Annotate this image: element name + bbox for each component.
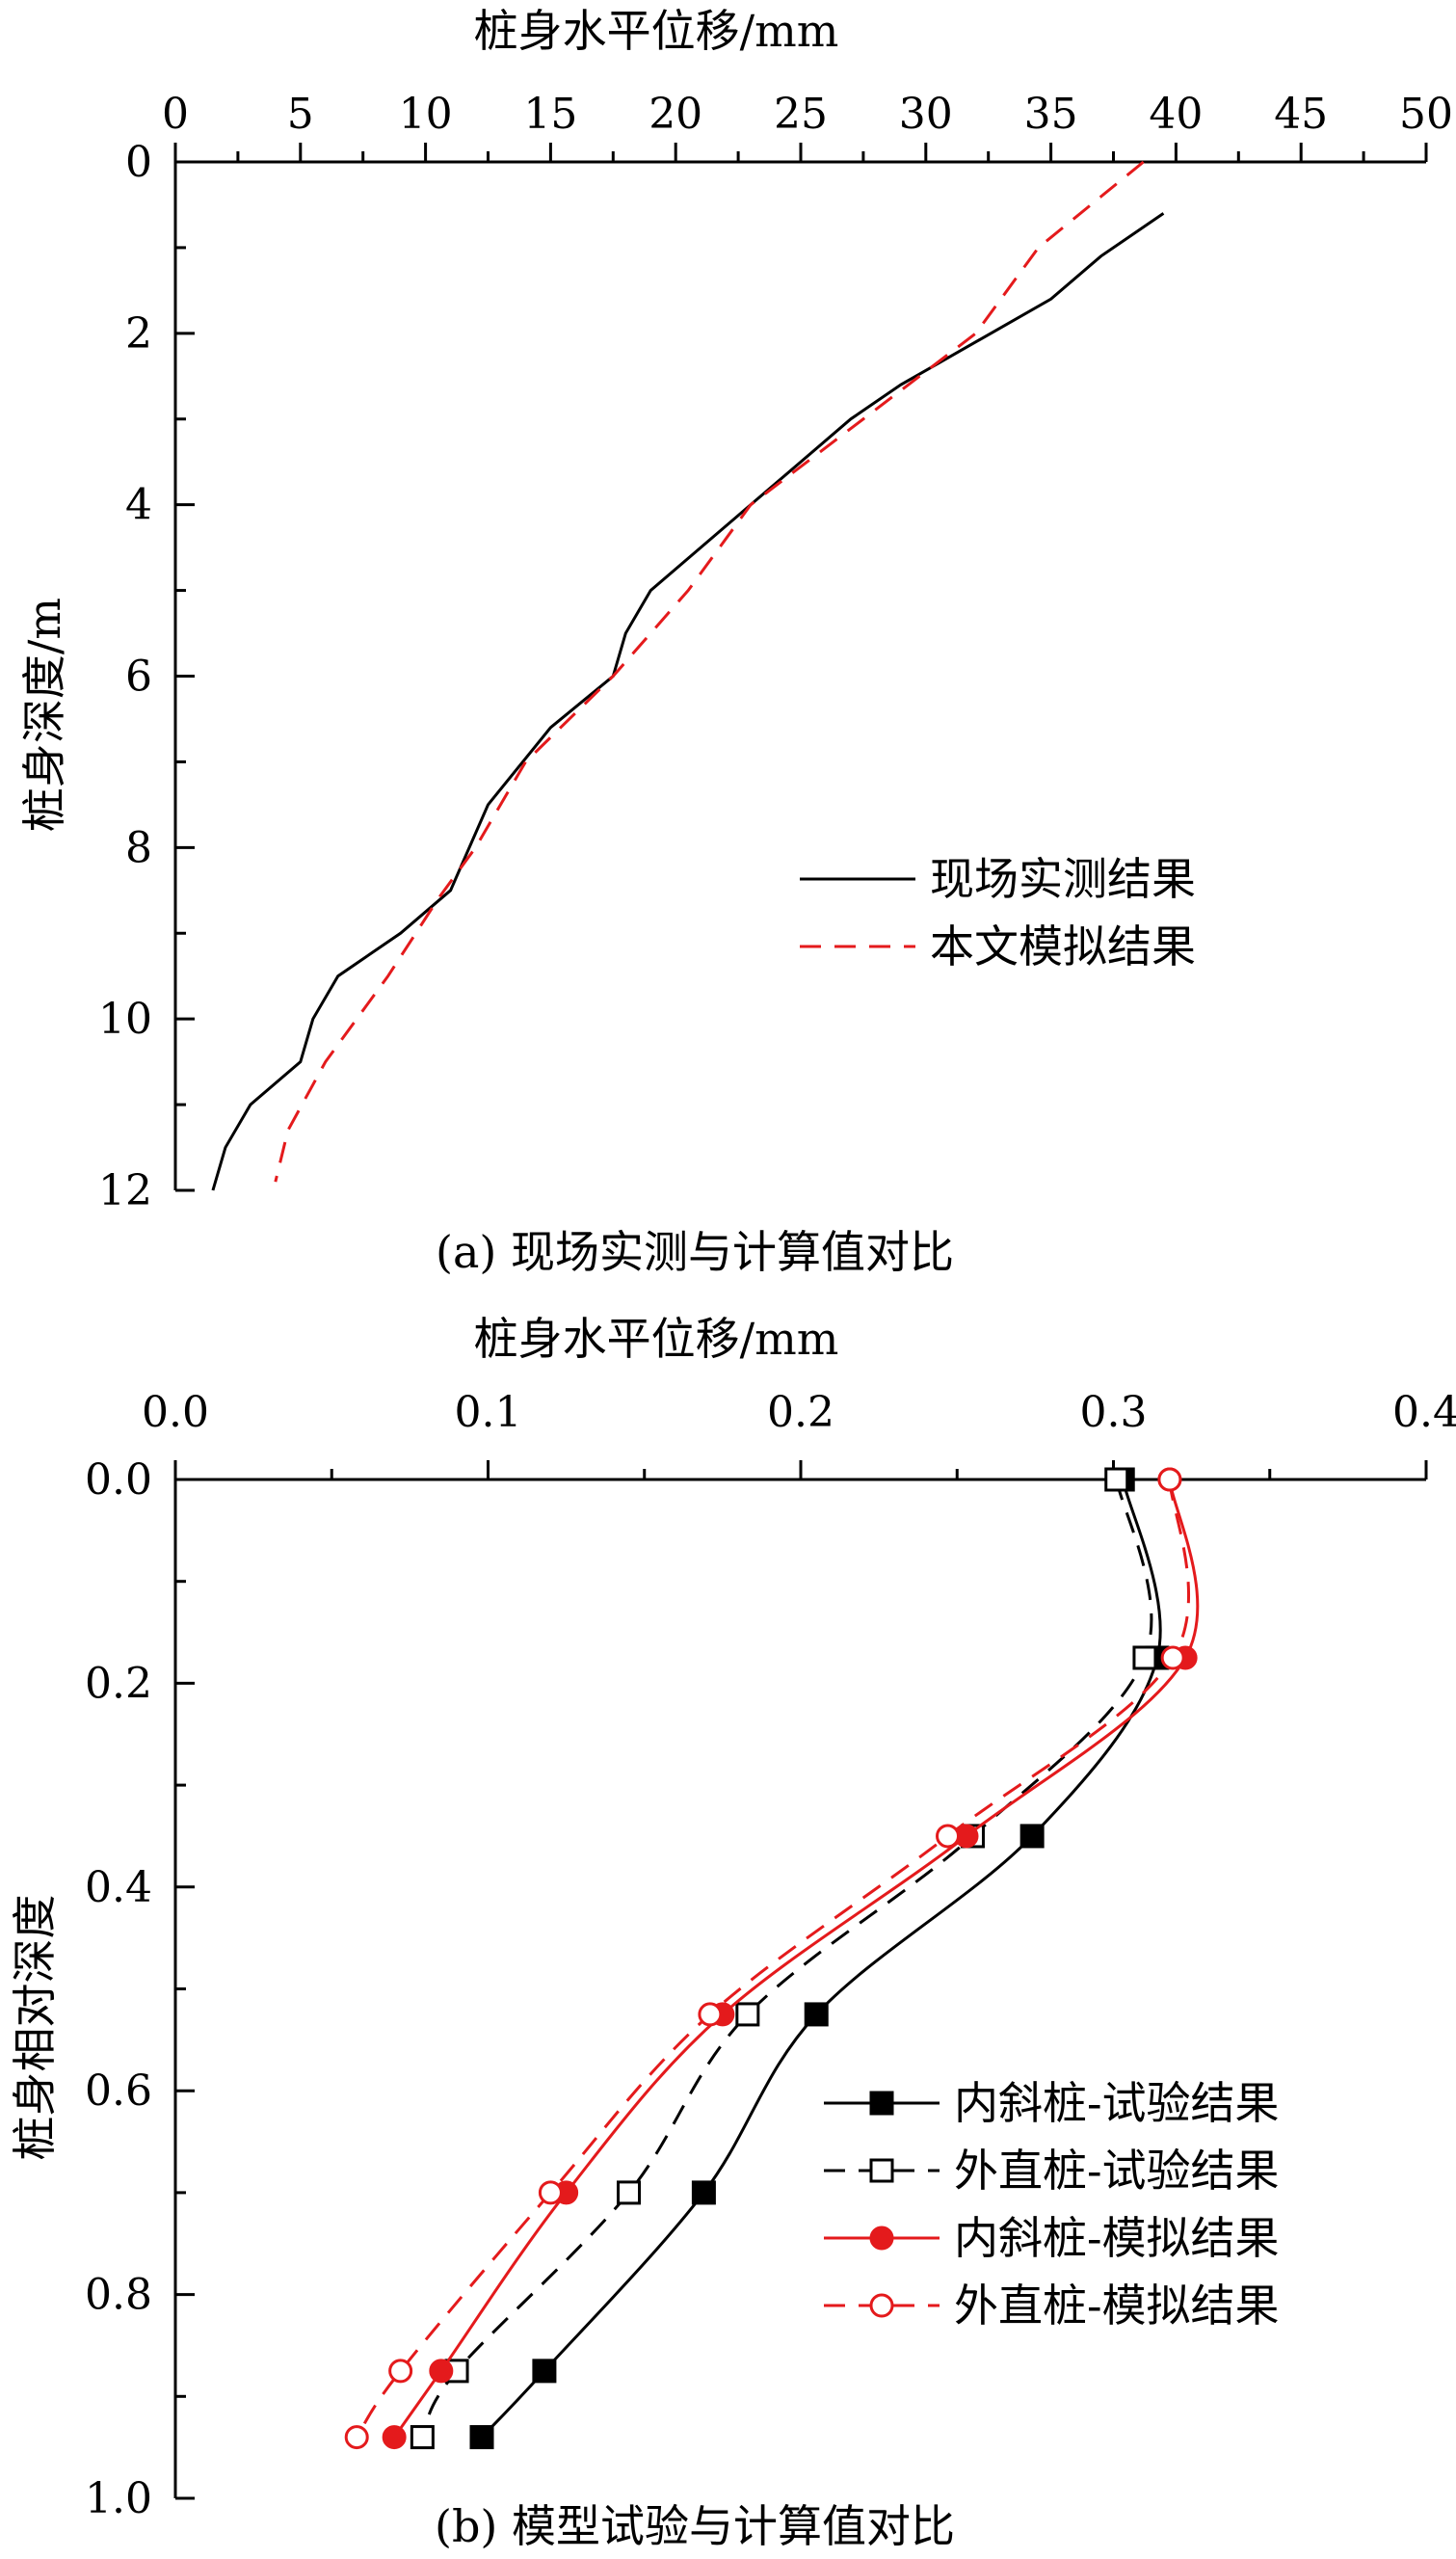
y-tick-label: 0: [125, 138, 152, 187]
legend-marker: [869, 2158, 894, 2183]
legend-marker: [869, 2091, 894, 2116]
y-axis-title: 桩身深度/m: [18, 598, 70, 832]
y-tick-label: 2: [125, 309, 152, 359]
data-point: [691, 2180, 716, 2205]
y-tick-label: 10: [98, 995, 152, 1044]
legend-marker: [869, 2293, 894, 2318]
data-point: [698, 2002, 723, 2027]
y-tick-label: 0.0: [85, 1455, 152, 1505]
data-point: [804, 2002, 829, 2027]
x-tick-label: 35: [1024, 90, 1078, 139]
chart-panel-2: 0.0 0.1 0.2 0.3 0.4 0.0 0.2 0.4 0.6 0.8 1.0 桩身水平位移/…: [9, 1313, 1456, 2552]
data-point: [1157, 1467, 1182, 1492]
x-axis-title: 桩身水平位移/mm: [474, 5, 839, 57]
y-tick-label: 8: [125, 823, 152, 872]
x-tick-label: 50: [1399, 90, 1453, 139]
x-tick-label: 40: [1149, 90, 1203, 139]
panel-caption: (b) 模型试验与计算值对比: [435, 2500, 955, 2552]
data-point: [617, 2180, 642, 2205]
y-tick-label: 1.0: [85, 2474, 152, 2523]
x-tick-label: 0.4: [1392, 1388, 1456, 1437]
data-point: [1160, 1645, 1185, 1670]
legend-marker: [869, 2226, 894, 2251]
data-point: [429, 2359, 454, 2384]
data-point: [1104, 1467, 1129, 1492]
data-point: [388, 2359, 413, 2384]
x-tick-label: 10: [399, 90, 453, 139]
legend-label: 外直桩-模拟结果: [954, 2279, 1280, 2332]
y-tick-label: 0.4: [85, 1863, 152, 1912]
data-point: [469, 2425, 494, 2450]
chart-panel-1: 0 5 10 15 20 25 30 35 40 45 50 0 2 4 6 8 10 12 桩身水平位移/mm 桩身…: [18, 5, 1453, 1278]
series-line: [211, 212, 1165, 1191]
series-1: [211, 212, 1165, 1191]
data-point: [936, 1824, 961, 1849]
y-tick-label: 0.6: [85, 2066, 152, 2116]
y-tick-label: 4: [125, 481, 152, 530]
data-point: [532, 2359, 557, 2384]
series-line: [274, 160, 1145, 1183]
data-point: [1132, 1645, 1157, 1670]
panel-caption: (a) 现场实测与计算值对比: [436, 1226, 954, 1278]
data-point: [410, 2425, 435, 2450]
data-point: [735, 2002, 760, 2027]
series-2: [274, 160, 1145, 1183]
legend-label: 内斜桩-试验结果: [954, 2077, 1280, 2129]
x-tick-label: 15: [523, 90, 577, 139]
x-tick-label: 5: [287, 90, 314, 139]
legend-label: 外直桩-试验结果: [954, 2145, 1280, 2197]
data-point: [538, 2180, 563, 2205]
x-axis-title: 桩身水平位移/mm: [474, 1313, 839, 1365]
y-tick-label: 0.8: [85, 2271, 152, 2320]
y-tick-label: 0.2: [85, 1659, 152, 1708]
x-tick-label: 0.2: [767, 1388, 834, 1437]
y-tick-label: 12: [98, 1166, 152, 1215]
legend-label: 内斜桩-模拟结果: [954, 2212, 1280, 2264]
x-tick-label: 30: [899, 90, 953, 139]
legend-label: 本文模拟结果: [930, 920, 1196, 973]
x-tick-label: 20: [649, 90, 702, 139]
x-tick-label: 0.3: [1080, 1388, 1148, 1437]
x-tick-label: 25: [774, 90, 828, 139]
x-tick-label: 0.0: [142, 1388, 209, 1437]
data-point: [344, 2425, 369, 2450]
x-tick-label: 0.1: [455, 1388, 522, 1437]
legend-label: 现场实测结果: [930, 853, 1196, 905]
x-tick-label: 0: [162, 90, 189, 139]
y-axis-title: 桩身相对深度: [9, 1895, 61, 2161]
y-tick-label: 6: [125, 653, 152, 702]
series-4: [344, 1467, 1190, 2450]
data-point: [382, 2425, 407, 2450]
x-tick-label: 45: [1274, 90, 1328, 139]
data-point: [1019, 1824, 1045, 1849]
